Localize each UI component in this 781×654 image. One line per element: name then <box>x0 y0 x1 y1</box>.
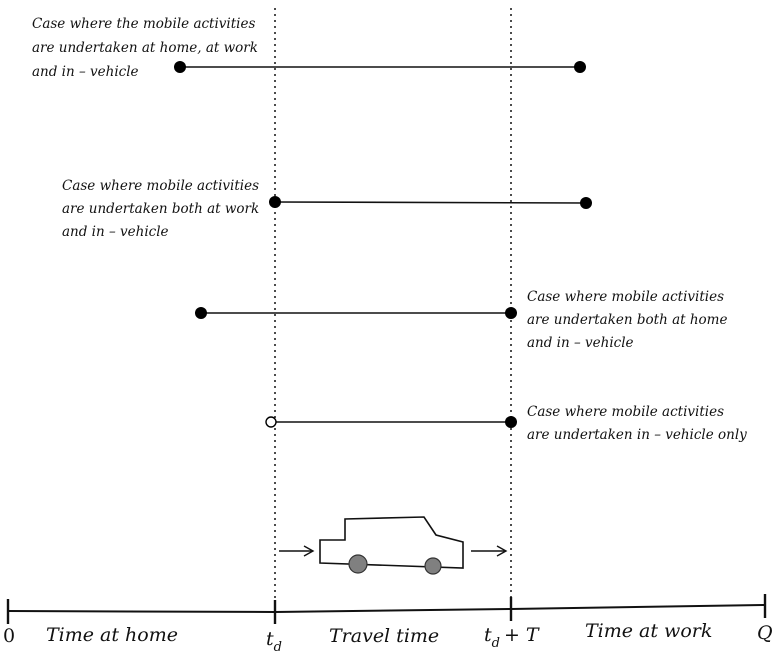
case-4-start-marker <box>265 416 277 428</box>
case-1-caption-line-2: are undertaken at home, at work <box>32 40 258 56</box>
case-2-caption-line-2: are undertaken both at work <box>62 201 259 217</box>
segment-label-work: Time at work <box>585 620 712 642</box>
segment-label-home: Time at home <box>46 624 178 646</box>
case-1-caption-line-1: Case where the mobile activities <box>32 16 255 32</box>
td-subscript: d <box>274 640 282 654</box>
case-2: Case where mobile activities are underta… <box>62 178 592 240</box>
case-3-start-marker <box>195 307 207 319</box>
car-front-wheel-icon <box>424 557 442 575</box>
case-3-caption-line-1: Case where mobile activities <box>527 289 724 305</box>
segment-label-travel: Travel time <box>329 625 439 647</box>
case-3-caption-line-2: are undertaken both at home <box>527 312 727 328</box>
car-icon <box>319 516 464 575</box>
case-2-start-marker <box>269 196 281 208</box>
time-axis-line <box>7 604 766 614</box>
case-2-caption-line-3: and in – vehicle <box>62 224 169 240</box>
case-4-caption-line-2: are undertaken in – vehicle only <box>527 427 747 443</box>
case-2-caption-line-1: Case where mobile activities <box>62 178 259 194</box>
td-plus-t-subscript: d <box>492 636 500 651</box>
case-2-activity-line <box>274 201 587 204</box>
case-3-end-marker <box>505 307 517 319</box>
td-plus-t-base: t <box>484 624 492 646</box>
td-plus-t-suffix: + T <box>504 624 540 646</box>
case-2-end-marker <box>580 197 592 209</box>
left-arrow-icon <box>279 545 315 557</box>
case-1: Case where the mobile activities are und… <box>32 16 586 80</box>
time-axis: 0 Time at home td Travel time td + T Time… <box>3 594 773 654</box>
td-base: t <box>266 628 274 650</box>
car-rear-wheel-icon <box>348 554 368 574</box>
case-1-end-marker <box>574 61 586 73</box>
case-4: Case where mobile activities are underta… <box>265 404 747 443</box>
case-4-end-marker <box>505 416 517 428</box>
case-1-start-marker <box>174 61 186 73</box>
case-3: Case where mobile activities are underta… <box>195 289 727 351</box>
case-4-caption-line-1: Case where mobile activities <box>527 404 724 420</box>
tick-label-td-plus-t: td + T <box>484 624 540 651</box>
case-1-caption-line-3: and in – vehicle <box>32 64 139 80</box>
tick-label-q: Q <box>757 622 773 644</box>
travel-indicator <box>279 516 508 575</box>
tick-label-zero: 0 <box>3 625 15 647</box>
case-3-caption-line-3: and in – vehicle <box>527 335 634 351</box>
tick-label-td: td <box>266 628 282 654</box>
right-arrow-icon <box>471 545 508 557</box>
